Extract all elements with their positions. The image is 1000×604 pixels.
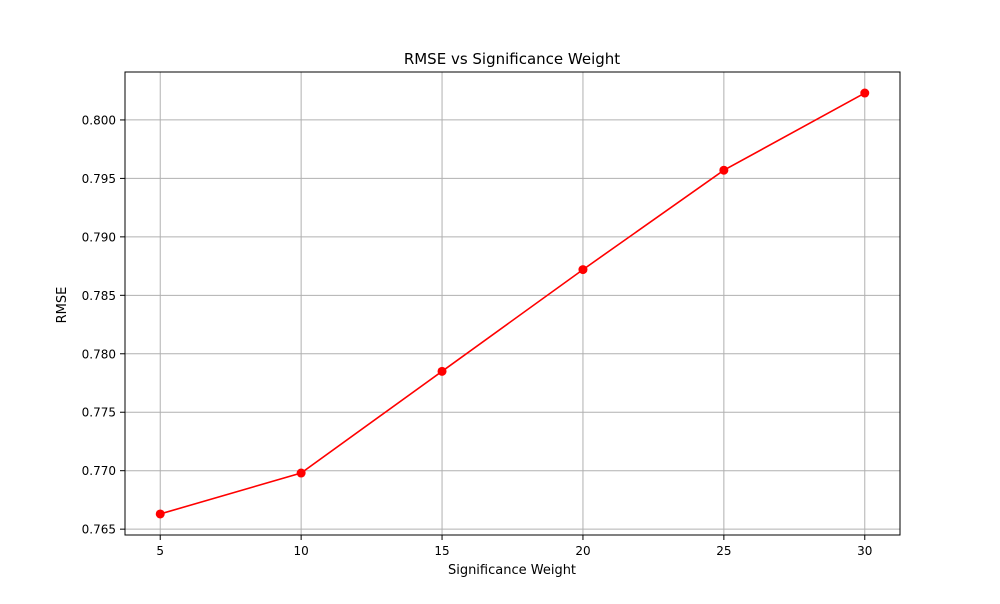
data-point xyxy=(860,88,870,98)
x-axis-ticks: 5 10 15 20 25 30 xyxy=(156,535,872,558)
data-point xyxy=(578,265,588,275)
y-axis-label: RMSE xyxy=(55,287,70,324)
data-point xyxy=(155,509,165,519)
y-tick-label: 0.785 xyxy=(82,289,116,303)
x-tick-label: 25 xyxy=(716,544,731,558)
x-tick-label: 20 xyxy=(575,544,590,558)
series-line xyxy=(160,92,866,515)
data-point xyxy=(296,468,306,478)
x-tick-label: 10 xyxy=(293,544,308,558)
y-axis-ticks: 0.765 0.770 0.775 0.780 0.785 0.790 0.795 0.800 xyxy=(82,113,125,537)
chart-title: RMSE vs Significance Weight xyxy=(404,50,620,68)
y-tick-label: 0.780 xyxy=(82,347,116,361)
x-tick-label: 30 xyxy=(857,544,872,558)
data-point xyxy=(719,165,729,175)
x-axis-label: Significance Weight xyxy=(448,563,576,578)
x-tick-label: 5 xyxy=(156,544,164,558)
grid-lines xyxy=(125,72,900,535)
y-tick-label: 0.800 xyxy=(82,113,116,127)
y-tick-label: 0.790 xyxy=(82,230,116,244)
plot-frame xyxy=(124,71,901,536)
y-tick-label: 0.775 xyxy=(82,406,116,420)
series-markers xyxy=(155,88,870,519)
series-lines xyxy=(160,92,866,515)
y-tick-label: 0.770 xyxy=(82,464,116,478)
y-tick-label: 0.795 xyxy=(82,172,116,186)
y-tick-label: 0.765 xyxy=(82,523,116,537)
x-tick-label: 15 xyxy=(434,544,449,558)
data-point xyxy=(437,366,447,376)
